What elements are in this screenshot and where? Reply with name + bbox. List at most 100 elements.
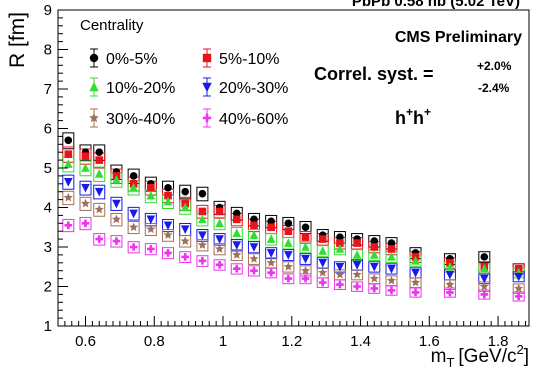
syst-box-40-60	[333, 279, 346, 290]
point-20-30	[335, 262, 345, 272]
legend-marker-5-10	[202, 53, 212, 63]
syst-box-20-30	[299, 253, 312, 265]
point-30-40	[215, 244, 225, 253]
y-axis: 1 2 3 4 5 6 7 8 9	[44, 2, 68, 335]
syst-box-10-20	[213, 216, 226, 231]
point-30-40	[283, 261, 293, 271]
syst-box-20-30	[127, 206, 140, 221]
y-tick-label: 4	[44, 200, 52, 217]
point-0-5	[480, 253, 489, 261]
syst-box-10-20	[265, 233, 278, 246]
point-10-20	[335, 244, 345, 253]
point-20-30	[94, 187, 104, 197]
point-40-60	[250, 266, 258, 275]
point-20-30	[112, 199, 121, 209]
point-0-5	[64, 136, 73, 145]
point-30-40	[266, 258, 276, 267]
chart-title: PbPb 0.58 nb (5.02 TeV)	[352, 0, 520, 10]
point-10-20	[232, 228, 242, 237]
legend-label-10-20: 10%-20%	[106, 80, 175, 97]
point-10-20	[112, 175, 121, 184]
pair-second: h	[413, 108, 424, 128]
syst-box-20-30	[385, 263, 398, 275]
syst-box-40-60	[265, 267, 278, 279]
syst-box-20-30	[282, 249, 295, 262]
point-10-20	[146, 190, 156, 200]
point-0-5	[284, 219, 293, 228]
point-5-10	[64, 150, 73, 158]
syst-box-30-40	[62, 190, 75, 206]
point-30-40	[445, 279, 455, 289]
point-0-5	[181, 187, 190, 196]
y-tick-label: 8	[44, 42, 52, 59]
point-5-10	[387, 245, 396, 253]
point-5-10	[318, 235, 327, 243]
syst-box-40-60	[409, 287, 422, 298]
point-10-20	[369, 250, 379, 259]
point-20-30	[180, 225, 190, 235]
syst-box-40-60	[110, 235, 123, 248]
point-30-40	[111, 214, 122, 224]
syst-box-40-60	[93, 233, 106, 246]
point-5-10	[215, 207, 224, 216]
point-20-30	[369, 262, 379, 272]
point-10-20	[387, 252, 396, 261]
syst-box-40-60	[299, 273, 312, 285]
syst-box-10-20	[79, 160, 92, 177]
point-10-20	[129, 182, 138, 192]
point-0-5	[301, 223, 310, 232]
point-30-40	[410, 277, 421, 287]
point-30-40	[197, 240, 207, 249]
point-20-30	[352, 260, 362, 270]
point-10-20	[215, 218, 224, 228]
point-10-20	[94, 169, 104, 178]
syst-label: Correl. syst. =	[314, 64, 434, 84]
syst-box-20-30	[79, 180, 92, 196]
syst-box-10-20	[299, 241, 312, 254]
legend-title: Centrality	[80, 17, 144, 34]
syst-box-30-40	[179, 235, 192, 248]
point-5-10	[250, 221, 258, 230]
point-0-5	[250, 215, 258, 224]
point-5-10	[164, 191, 172, 200]
syst-box-40-60	[144, 243, 157, 256]
pair-first-charge: +	[406, 105, 413, 119]
syst-box-40-60	[79, 216, 92, 231]
title-superscript: -1	[418, 0, 427, 1]
point-10-20	[445, 261, 455, 271]
point-20-30	[514, 272, 523, 282]
syst-box-0-5	[478, 251, 491, 263]
point-40-60	[446, 288, 454, 297]
y-tick-label: 1	[44, 318, 52, 335]
syst-box-40-60	[443, 287, 456, 298]
y-tick-label: 6	[44, 121, 52, 138]
syst-box-30-40	[79, 196, 92, 211]
syst-box-40-60	[162, 247, 175, 260]
point-40-60	[164, 249, 172, 257]
point-40-60	[95, 235, 104, 243]
point-40-60	[353, 282, 361, 291]
syst-box-30-40	[110, 212, 123, 227]
point-5-10	[336, 239, 344, 247]
point-10-20	[301, 242, 310, 251]
legend-marker-30-40	[89, 112, 99, 123]
syst-box-40-60	[127, 241, 140, 254]
point-20-30	[129, 209, 138, 219]
syst-box-40-60	[512, 291, 525, 302]
point-30-40	[63, 192, 73, 202]
point-40-60	[387, 286, 396, 295]
point-10-20	[480, 263, 489, 273]
x-axis-label: mT [GeV/c2]	[431, 342, 529, 370]
x-tick-label: 1.8	[488, 333, 509, 350]
x-label-unit: [GeV/c	[458, 346, 516, 367]
point-30-40	[479, 281, 489, 291]
point-30-40	[318, 267, 328, 277]
point-30-40	[300, 265, 311, 275]
legend-marker-40-60	[202, 113, 212, 123]
point-40-60	[64, 221, 73, 230]
syst-box-30-40	[127, 220, 140, 235]
point-30-40	[94, 204, 104, 214]
syst-box-30-40	[351, 269, 364, 281]
x-tick-label: 1	[219, 333, 227, 350]
x-tick-label: 1.6	[419, 333, 440, 350]
